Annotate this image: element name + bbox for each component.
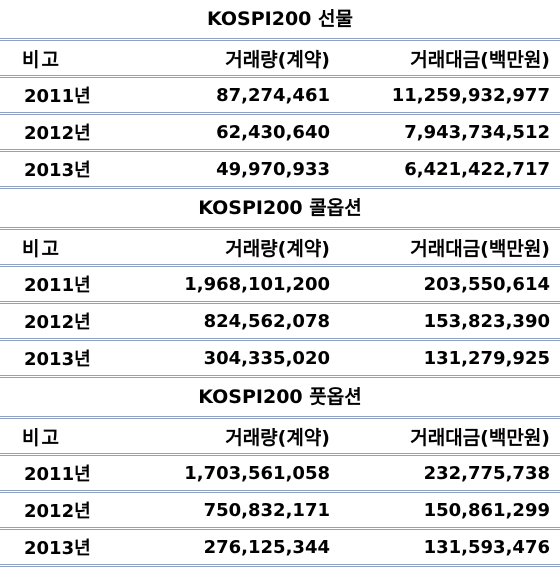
row-amount: 153,823,390 xyxy=(340,302,560,341)
call-options-table: 비고 거래량(계약) 거래대금(백만원) 2011년 1,968,101,200… xyxy=(0,227,560,378)
row-year: 2012년 xyxy=(0,491,112,530)
row-year: 2012년 xyxy=(0,302,112,341)
row-volume: 1,968,101,200 xyxy=(112,265,340,304)
table-row: 2011년 1,968,101,200 203,550,614 xyxy=(0,265,560,304)
row-volume: 304,335,020 xyxy=(112,339,340,378)
row-year: 2011년 xyxy=(0,265,112,304)
row-volume: 750,832,171 xyxy=(112,491,340,530)
header-remark: 비고 xyxy=(0,416,112,456)
futures-table: 비고 거래량(계약) 거래대금(백만원) 2011년 87,274,461 11… xyxy=(0,38,560,189)
header-volume: 거래량(계약) xyxy=(112,38,340,78)
section-title: KOSPI200 콜옵션 xyxy=(198,197,362,219)
row-year: 2013년 xyxy=(0,528,112,567)
row-amount: 11,259,932,977 xyxy=(340,76,560,115)
row-year: 2013년 xyxy=(0,339,112,378)
header-amount: 거래대금(백만원) xyxy=(340,227,560,267)
row-volume: 1,703,561,058 xyxy=(112,454,340,493)
table-row: 2012년 750,832,171 150,861,299 xyxy=(0,491,560,530)
row-year: 2011년 xyxy=(0,76,112,115)
row-amount: 131,593,476 xyxy=(340,528,560,567)
row-amount: 7,943,734,512 xyxy=(340,113,560,152)
table-row: 2013년 49,970,933 6,421,422,717 xyxy=(0,150,560,189)
row-amount: 150,861,299 xyxy=(340,491,560,530)
section-title: KOSPI200 선물 xyxy=(207,8,353,30)
header-row: 비고 거래량(계약) 거래대금(백만원) xyxy=(0,38,560,78)
row-year: 2013년 xyxy=(0,150,112,189)
header-row: 비고 거래량(계약) 거래대금(백만원) xyxy=(0,227,560,267)
futures-section: KOSPI200 선물 비고 거래량(계약) 거래대금(백만원) 2011년 8… xyxy=(0,0,560,189)
row-amount: 6,421,422,717 xyxy=(340,150,560,189)
header-volume: 거래량(계약) xyxy=(112,416,340,456)
row-volume: 49,970,933 xyxy=(112,150,340,189)
header-amount: 거래대금(백만원) xyxy=(340,38,560,78)
row-year: 2012년 xyxy=(0,113,112,152)
header-remark: 비고 xyxy=(0,38,112,78)
table-row: 2012년 824,562,078 153,823,390 xyxy=(0,302,560,341)
row-amount: 232,775,738 xyxy=(340,454,560,493)
row-volume: 824,562,078 xyxy=(112,302,340,341)
call-options-section: KOSPI200 콜옵션 비고 거래량(계약) 거래대금(백만원) 2011년 … xyxy=(0,189,560,378)
header-row: 비고 거래량(계약) 거래대금(백만원) xyxy=(0,416,560,456)
table-row: 2013년 304,335,020 131,279,925 xyxy=(0,339,560,378)
row-volume: 62,430,640 xyxy=(112,113,340,152)
row-year: 2011년 xyxy=(0,454,112,493)
table-row: 2013년 276,125,344 131,593,476 xyxy=(0,528,560,567)
put-options-table: 비고 거래량(계약) 거래대금(백만원) 2011년 1,703,561,058… xyxy=(0,416,560,567)
section-title: KOSPI200 풋옵션 xyxy=(198,386,362,408)
row-amount: 131,279,925 xyxy=(340,339,560,378)
row-volume: 276,125,344 xyxy=(112,528,340,567)
header-remark: 비고 xyxy=(0,227,112,267)
row-volume: 87,274,461 xyxy=(112,76,340,115)
table-row: 2011년 87,274,461 11,259,932,977 xyxy=(0,76,560,115)
header-volume: 거래량(계약) xyxy=(112,227,340,267)
put-options-section: KOSPI200 풋옵션 비고 거래량(계약) 거래대금(백만원) 2011년 … xyxy=(0,378,560,567)
header-amount: 거래대금(백만원) xyxy=(340,416,560,456)
table-row: 2012년 62,430,640 7,943,734,512 xyxy=(0,113,560,152)
table-row: 2011년 1,703,561,058 232,775,738 xyxy=(0,454,560,493)
row-amount: 203,550,614 xyxy=(340,265,560,304)
